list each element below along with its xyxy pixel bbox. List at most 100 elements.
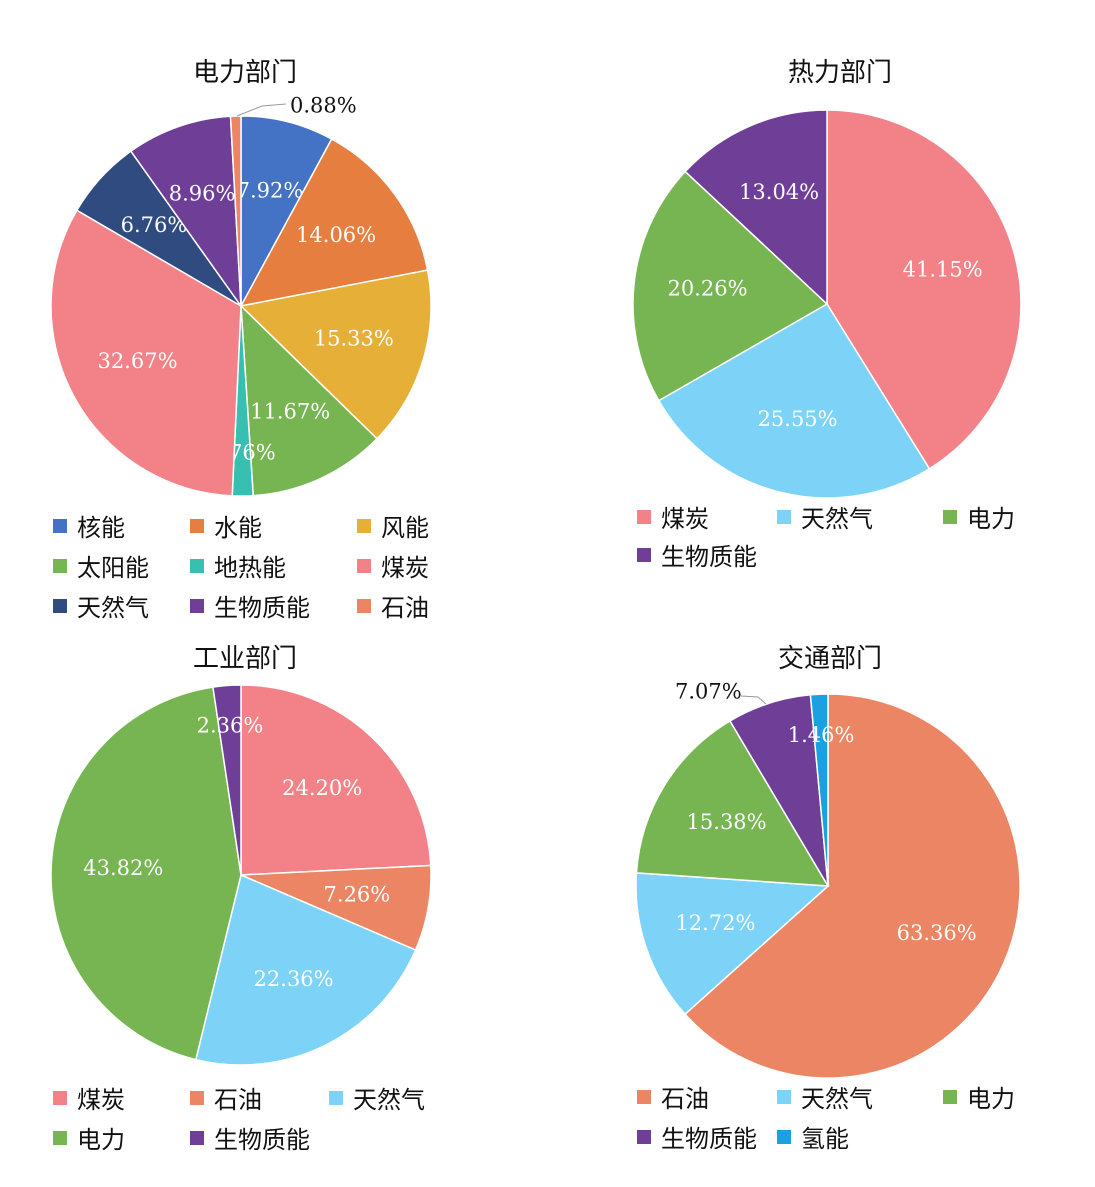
legend-item: 电力: [943, 499, 1015, 534]
pie-slice: [240, 684, 432, 876]
pie-slice: [194, 873, 417, 1066]
legend-item: 电力: [53, 1120, 125, 1155]
slice-data-label: 32.67%: [97, 349, 177, 373]
slice-data-label: 7.26%: [324, 882, 391, 906]
legend-swatch: [777, 509, 791, 524]
pie-slice: [129, 115, 242, 309]
legend-label: 生物质能: [214, 1126, 310, 1154]
legend-label: 天然气: [353, 1086, 425, 1114]
pie-slice: [683, 693, 1021, 1079]
legend-item: 天然气: [777, 1079, 873, 1114]
slice-data-label: 25.55%: [758, 407, 838, 431]
legend-item: 生物质能: [190, 1120, 310, 1155]
legend-item: 太阳能: [53, 548, 149, 583]
chart-legend: 核能 水能 风能太阳能 地热能 煤炭天然气 生物质能 石油: [0, 0, 550, 625]
pie-slice: [809, 693, 829, 887]
slice-data-label: 7.92%: [237, 178, 304, 202]
legend-label: 天然气: [801, 505, 873, 533]
legend-item: 核能: [53, 508, 125, 543]
legend-item: 煤炭: [357, 548, 429, 583]
pie-chart: 41.15% 25.55% 20.26% 13.04%: [632, 109, 1022, 499]
legend-swatch: [637, 509, 651, 524]
legend-label: 煤炭: [381, 554, 429, 582]
chart-panel-power: 电力部门 7.92% 14.06% 15.33% 11.67% 1.76% 32.67% 6…: [0, 0, 550, 625]
legend-swatch: [357, 598, 371, 613]
leader-line: [740, 695, 767, 705]
legend-swatch: [357, 558, 371, 573]
legend-item: 天然气: [53, 588, 149, 623]
legend-label: 天然气: [77, 594, 149, 622]
legend-item: 石油: [190, 1080, 262, 1115]
pie-slice: [240, 115, 333, 307]
legend-swatch: [53, 598, 67, 613]
chart-title: 热力部门: [787, 58, 892, 88]
slice-data-label: 8.96%: [169, 181, 236, 205]
slice-data-label: 43.82%: [83, 856, 163, 880]
pie-slice: [239, 269, 432, 440]
legend-swatch: [637, 547, 651, 562]
legend-item: 煤炭: [53, 1080, 125, 1115]
legend-swatch: [357, 518, 371, 533]
pie-slice: [635, 719, 830, 887]
pie-slice: [239, 138, 429, 308]
pie-slice: [229, 115, 242, 307]
legend-label: 核能: [77, 514, 125, 542]
chart-title: 电力部门: [192, 58, 297, 88]
slice-data-label: 13.04%: [739, 180, 819, 204]
chart-title: 工业部门: [192, 644, 297, 674]
pie-slice: [684, 109, 828, 306]
legend-item: 天然气: [777, 499, 873, 534]
pie-chart: 63.36% 12.72% 15.38% 7.07% 1.46%: [635, 680, 1021, 1079]
legend-swatch: [190, 518, 204, 533]
legend-label: 煤炭: [661, 505, 709, 533]
legend-label: 石油: [381, 594, 429, 622]
legend-swatch: [190, 1090, 204, 1105]
legend-label: 石油: [214, 1086, 262, 1114]
legend-label: 生物质能: [661, 543, 757, 571]
legend-item: 生物质能: [637, 537, 757, 572]
pie-slice: [632, 170, 829, 402]
legend-item: 石油: [357, 588, 429, 623]
chart-legend: 煤炭 石油 天然气电力 生物质能: [0, 600, 550, 1187]
pie-slice: [50, 686, 242, 1061]
pie-slice: [50, 209, 242, 497]
slice-data-label: 2.36%: [197, 714, 264, 738]
legend-swatch: [53, 1090, 67, 1105]
pie-slice: [212, 684, 242, 876]
slice-data-label: 20.26%: [667, 277, 747, 301]
pie-slice: [635, 872, 830, 1016]
pie-chart: 24.20% 7.26% 22.36% 43.82% 2.36%: [50, 684, 432, 1066]
legend-label: 水能: [214, 514, 262, 542]
legend-swatch: [190, 1130, 204, 1145]
legend-label: 电力: [967, 1085, 1015, 1113]
slice-data-label: 41.15%: [903, 258, 983, 282]
slice-data-label: 7.07%: [675, 680, 742, 704]
legend-swatch: [53, 558, 67, 573]
legend-swatch: [53, 1130, 67, 1145]
chart-panel-transport: 交通部门 63.36% 12.72% 15.38% 7.07% 1.46% 石油 天然气 电…: [545, 600, 1095, 1187]
legend-swatch: [53, 518, 67, 533]
pie-chart: 7.92%14.06%15.33%11.67%1.76%32.67%6.76%8…: [50, 94, 432, 497]
legend-item: 生物质能: [190, 588, 310, 623]
chart-title: 交通部门: [777, 644, 882, 674]
slice-data-label: 6.76%: [121, 213, 188, 237]
chart-legend: 煤炭 天然气 电力生物质能: [545, 0, 1095, 625]
slice-data-label: 15.38%: [687, 810, 767, 834]
slice-data-label: 22.36%: [254, 967, 334, 991]
legend-swatch: [777, 1129, 791, 1144]
legend-label: 太阳能: [77, 554, 149, 582]
slice-data-label: 15.33%: [314, 326, 394, 350]
legend-label: 电力: [77, 1126, 125, 1154]
legend-swatch: [943, 1089, 957, 1104]
legend-item: 风能: [357, 508, 429, 543]
chart-panel-heat: 热力部门 41.15% 25.55% 20.26% 13.04% 煤炭 天然气 电力生物质…: [545, 0, 1095, 625]
legend-label: 天然气: [801, 1085, 873, 1113]
slice-data-label: 12.72%: [675, 911, 755, 935]
slice-data-label: 11.67%: [250, 400, 330, 424]
legend-item: 氢能: [777, 1119, 849, 1154]
legend-item: 水能: [190, 508, 262, 543]
legend-swatch: [637, 1129, 651, 1144]
slice-data-label: 0.88%: [290, 94, 357, 118]
legend-item: 地热能: [190, 548, 286, 583]
legend-item: 生物质能: [637, 1119, 757, 1154]
